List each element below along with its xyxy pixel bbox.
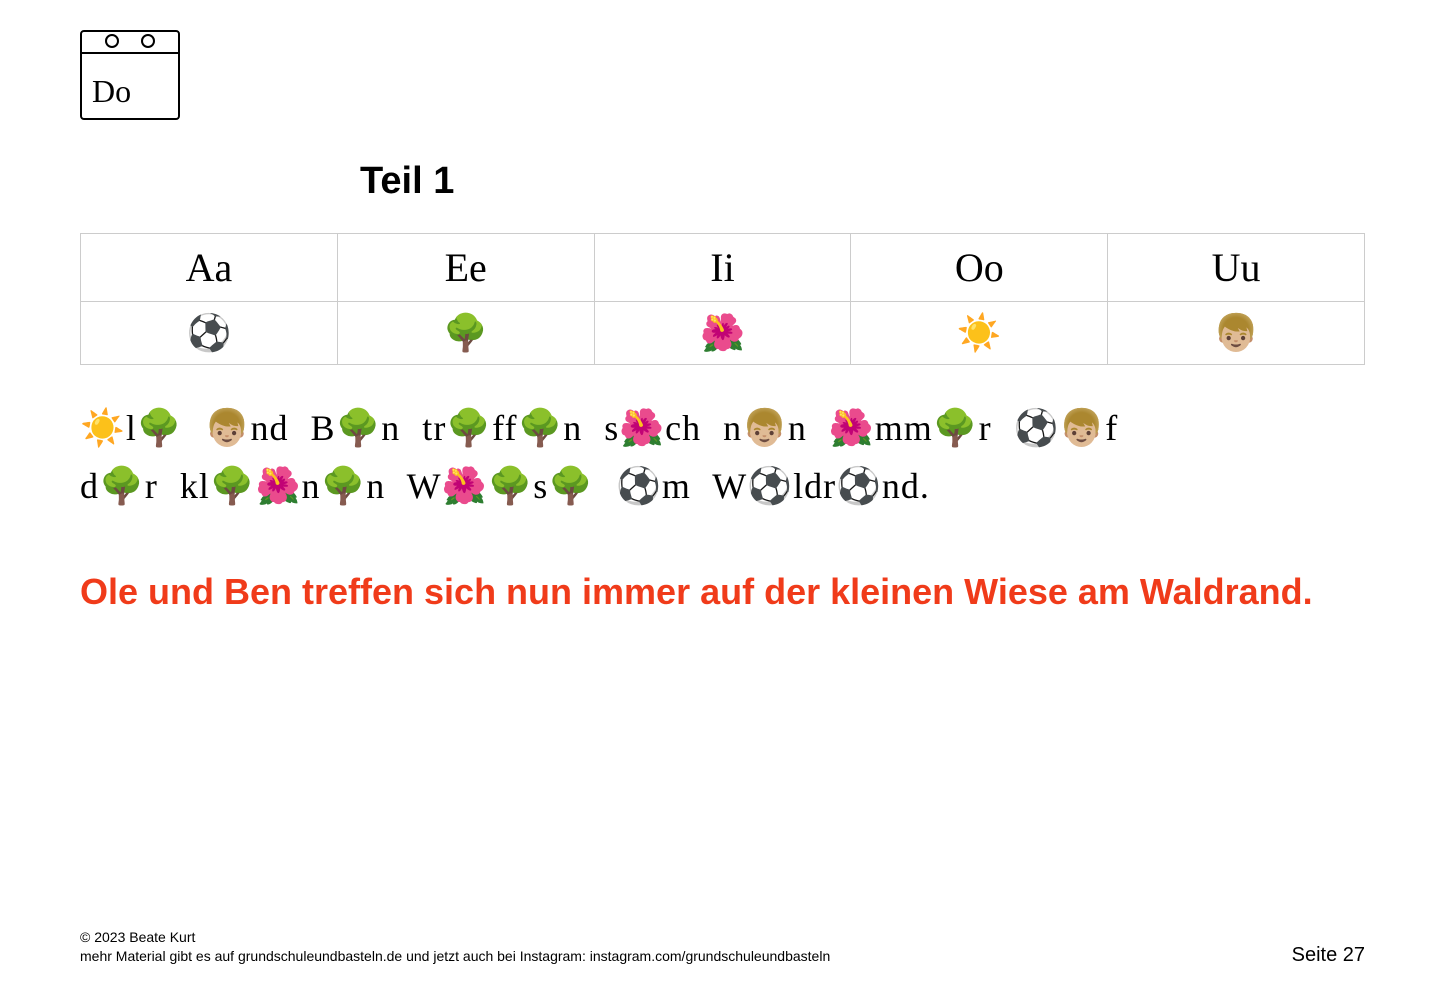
vowel-cell: Uu [1108, 234, 1365, 302]
vowel-emojis-row: ⚽ 🌳 🌺 ☀️ 👦🏼 [81, 302, 1365, 365]
calendar-icon: Do [80, 30, 180, 120]
worksheet-page: Do Teil 1 Aa Ee Ii Oo Uu ⚽ 🌳 🌺 ☀️ 👦🏼 ☀️l… [0, 0, 1445, 1007]
emoji-cell: 🌺 [594, 302, 851, 365]
emoji-cell: 🌳 [337, 302, 594, 365]
page-title: Teil 1 [360, 160, 1365, 203]
vowel-cell: Ii [594, 234, 851, 302]
emoji-cell: ⚽ [81, 302, 338, 365]
page-number: Seite 27 [1292, 944, 1365, 967]
vowel-letters-row: Aa Ee Ii Oo Uu [81, 234, 1365, 302]
calendar-ring [141, 34, 155, 48]
emoji-cell: 👦🏼 [1108, 302, 1365, 365]
copyright-text: © 2023 Beate Kurt [80, 928, 830, 948]
footer-info: mehr Material gibt es auf grundschuleund… [80, 947, 830, 967]
answer-text: Ole und Ben treffen sich nun immer auf d… [80, 565, 1365, 619]
calendar-day: Do [92, 73, 131, 110]
emoji-cell: ☀️ [851, 302, 1108, 365]
vowel-cell: Aa [81, 234, 338, 302]
footer-credits: © 2023 Beate Kurt mehr Material gibt es … [80, 928, 830, 967]
vowel-cell: Ee [337, 234, 594, 302]
vowel-cell: Oo [851, 234, 1108, 302]
calendar-ring [105, 34, 119, 48]
calendar-rings [82, 30, 178, 54]
puzzle-text: ☀️l🌳 👦🏼nd B🌳n tr🌳ff🌳n s🌺ch n👦🏼n 🌺mm🌳r ⚽👦… [80, 400, 1365, 515]
vowel-key-table: Aa Ee Ii Oo Uu ⚽ 🌳 🌺 ☀️ 👦🏼 [80, 233, 1365, 365]
page-footer: © 2023 Beate Kurt mehr Material gibt es … [80, 928, 1365, 967]
puzzle-line-2: d🌳r kl🌳🌺n🌳n W🌺🌳s🌳 ⚽m W⚽ldr⚽nd. [80, 458, 1365, 516]
puzzle-line-1: ☀️l🌳 👦🏼nd B🌳n tr🌳ff🌳n s🌺ch n👦🏼n 🌺mm🌳r ⚽👦… [80, 400, 1365, 458]
